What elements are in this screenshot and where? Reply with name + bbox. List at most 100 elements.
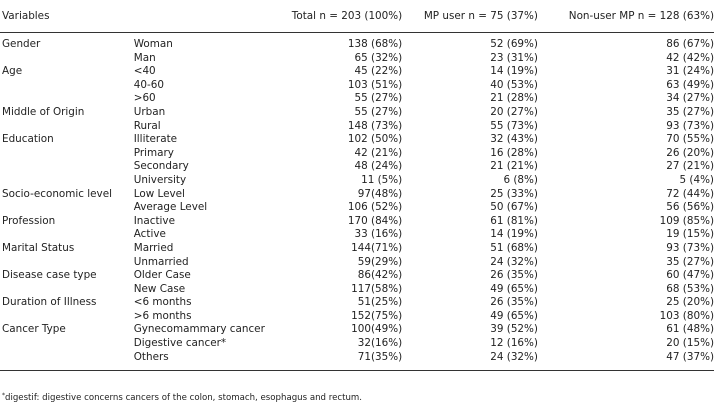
cell-category: Gynecomammary cancer	[133, 323, 265, 336]
cell-variable: Socio-economic level	[2, 187, 112, 200]
table-row: Marital Status Married 144(71%) 51 (68%) 93 …	[0, 242, 714, 256]
cell-total: 117(58%)	[351, 282, 403, 295]
cell-mp-user: 20 (27%)	[490, 105, 538, 118]
cell-mp-user: 50 (67%)	[490, 201, 538, 214]
cell-mp-user: 32 (43%)	[490, 133, 538, 146]
table-row: Disease case type Older Case 86(42%) 26 (35…	[0, 269, 714, 283]
cell-variable	[0, 310, 134, 324]
cell-total: 102 (50%)	[347, 133, 403, 146]
cell-non-user: 109 (85%)	[659, 214, 714, 227]
cell-mp-user: 14 (19%)	[490, 228, 538, 241]
table-row: Education Illiterate 102 (50%) 32 (43%) 70 (…	[0, 133, 714, 147]
cell-total: 71(35%)	[271, 350, 403, 372]
table-row: Active 33 (16%) 14 (19%) 19 (15%)	[0, 228, 714, 242]
cell-non-user: 60 (47%)	[666, 269, 714, 282]
cell-mp-user: 23 (31%)	[490, 51, 538, 64]
cell-non-user: 42 (42%)	[666, 51, 714, 64]
cell-category: Secondary	[133, 160, 189, 173]
table-row: New Case 117(58%) 49 (65%) 68 (53%)	[0, 283, 714, 297]
cell-category: 40-60	[133, 78, 164, 91]
header-non-user: Non-user MP n = 128 (63%)	[537, 5, 714, 33]
cell-non-user: 86 (67%)	[666, 38, 714, 50]
cell-category: Inactive	[133, 214, 175, 227]
cell-mp-user: 49 (65%)	[490, 309, 538, 322]
cell-total: 148 (73%)	[347, 119, 403, 132]
header-row: Variables Total n = 203 (100%) MP user n…	[0, 5, 714, 33]
cell-non-user: 27 (21%)	[666, 160, 714, 173]
cell-total: 144(71%)	[351, 241, 403, 254]
table-row: 40-60 103 (51%) 40 (53%) 63 (49%)	[0, 79, 714, 93]
cell-variable	[0, 79, 134, 93]
cell-total: 152(75%)	[351, 309, 403, 322]
table-body: Gender Woman 138 (68%) 52 (69%) 86 (67%) Man 6…	[0, 33, 714, 372]
demographics-table: Variables Total n = 203 (100%) MP user n…	[0, 5, 714, 372]
cell-category: University	[133, 173, 187, 186]
cell-variable: Age	[2, 65, 23, 78]
header-category	[133, 5, 272, 33]
cell-category: Illiterate	[133, 133, 178, 146]
cell-mp-user: 24 (32%)	[402, 350, 538, 372]
table-row: Digestive cancer* 32(16%) 12 (16%) 20 (15%)	[0, 337, 714, 351]
cell-variable: Education	[2, 133, 54, 146]
header-variables: Variables	[0, 5, 134, 33]
cell-mp-user: 14 (19%)	[490, 65, 538, 78]
table-row: >6 months 152(75%) 49 (65%) 103 (80%)	[0, 310, 714, 324]
cell-variable: Middle of Origin	[2, 105, 85, 118]
cell-category: Woman	[133, 38, 173, 50]
cell-total: 55 (27%)	[354, 92, 403, 105]
cell-variable	[0, 52, 134, 66]
table-row: Unmarried 59(29%) 24 (32%) 35 (27%)	[0, 256, 714, 270]
cell-non-user: 93 (73%)	[666, 241, 714, 254]
cell-variable: Gender	[2, 38, 41, 50]
cell-non-user: 56 (56%)	[666, 201, 714, 214]
cell-mp-user: 49 (65%)	[490, 282, 538, 295]
cell-total: 32(16%)	[357, 337, 403, 350]
cell-variable: Profession	[2, 214, 56, 227]
footnote-text: digestif: digestive concerns cancers of …	[5, 393, 363, 403]
table-row: Socio-economic level Low Level 97(48%) 25 (…	[0, 188, 714, 202]
cell-non-user: 68 (53%)	[666, 282, 714, 295]
table-row: Rural 148 (73%) 55 (73%) 93 (73%)	[0, 120, 714, 134]
cell-total: 48 (24%)	[354, 160, 403, 173]
table-row: Profession Inactive 170 (84%) 61 (81%) 109 (…	[0, 215, 714, 229]
table-row: Age <40 45 (22%) 14 (19%) 31 (24%)	[0, 65, 714, 79]
cell-mp-user: 21 (21%)	[490, 160, 538, 173]
cell-category: Others	[133, 350, 272, 372]
cell-variable	[0, 160, 134, 174]
cell-mp-user: 16 (28%)	[490, 146, 538, 159]
cell-category: Married	[133, 241, 174, 254]
cell-mp-user: 39 (52%)	[490, 323, 538, 336]
cell-total: 100(49%)	[351, 323, 403, 336]
cell-variable	[0, 120, 134, 134]
table-row: Cancer Type Gynecomammary cancer 100(49%) 3…	[0, 323, 714, 337]
cell-non-user: 93 (73%)	[666, 119, 714, 132]
table-row: Others 71(35%) 24 (32%) 47 (37%)	[0, 350, 714, 372]
cell-variable	[0, 256, 134, 270]
cell-category: Low Level	[133, 187, 185, 200]
table-header: Variables Total n = 203 (100%) MP user n…	[0, 5, 714, 33]
cell-variable	[0, 92, 134, 106]
cell-mp-user: 40 (53%)	[490, 78, 538, 91]
cell-total: 51(25%)	[357, 296, 403, 309]
cell-variable	[0, 147, 134, 161]
cell-category: New Case	[133, 282, 186, 295]
cell-non-user: 61 (48%)	[666, 323, 714, 336]
cell-category: Urban	[133, 105, 166, 118]
cell-variable	[0, 201, 134, 215]
cell-variable: Marital Status	[2, 241, 75, 254]
table-row: University 11 (5%) 6 (8%) 5 (4%)	[0, 174, 714, 188]
cell-variable	[0, 337, 134, 351]
cell-mp-user: 6 (8%)	[503, 173, 538, 186]
cell-category: Digestive cancer*	[133, 337, 227, 350]
table-row: Secondary 48 (24%) 21 (21%) 27 (21%)	[0, 160, 714, 174]
cell-non-user: 31 (24%)	[666, 65, 714, 78]
cell-category: Active	[133, 228, 166, 241]
cell-total: 65 (32%)	[354, 51, 403, 64]
cell-category: Unmarried	[133, 255, 189, 268]
cell-total: 103 (51%)	[347, 78, 403, 91]
cell-non-user: 72 (44%)	[666, 187, 714, 200]
cell-total: 138 (68%)	[347, 38, 403, 50]
cell-mp-user: 21 (28%)	[490, 92, 538, 105]
table-row: Gender Woman 138 (68%) 52 (69%) 86 (67%)	[0, 33, 714, 52]
